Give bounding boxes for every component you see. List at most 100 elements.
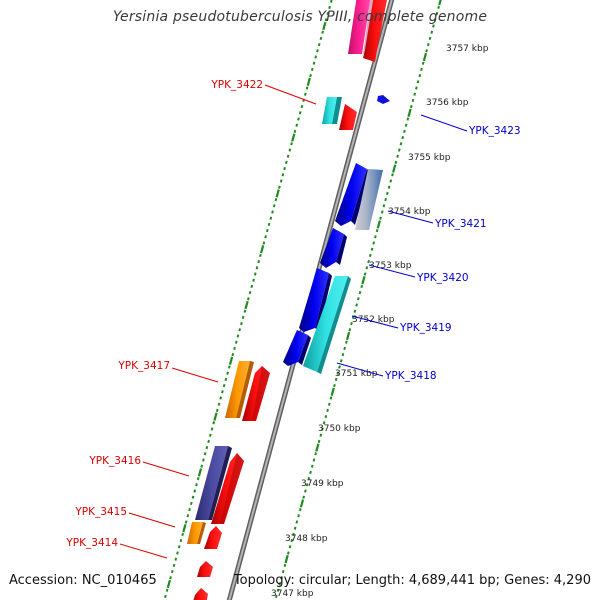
gene-feature[interactable] xyxy=(355,169,383,230)
minor-tick xyxy=(207,439,210,444)
minor-tick xyxy=(172,563,176,568)
accession-text: Accession: NC_010465 xyxy=(9,573,157,588)
minor-tick xyxy=(262,241,266,245)
kbp-label: 3747 kbp xyxy=(271,589,314,599)
minor-tick xyxy=(312,458,316,462)
minor-tick xyxy=(421,61,425,65)
minor-tick xyxy=(386,191,389,196)
minor-tick xyxy=(435,11,439,16)
major-tick xyxy=(197,468,203,477)
gene-label-forward[interactable]: YPK_3417 xyxy=(117,360,170,372)
minor-tick xyxy=(322,421,326,425)
minor-tick xyxy=(255,266,259,270)
minor-tick xyxy=(298,507,302,512)
minor-tick xyxy=(221,390,224,394)
minor-tick xyxy=(409,104,413,109)
forward-strand-genes xyxy=(187,0,388,600)
reverse-strand-genes xyxy=(283,95,390,374)
gene-feature-ypk-3417[interactable] xyxy=(225,361,254,418)
gene-feature-ypk-3420[interactable] xyxy=(320,228,347,268)
gene-label-reverse[interactable]: YPK_3418 xyxy=(384,370,437,382)
gene-feature[interactable] xyxy=(211,453,244,524)
gene-feature[interactable] xyxy=(283,330,311,366)
minor-tick xyxy=(208,433,212,437)
major-tick xyxy=(422,52,428,62)
gene-feature-ypk-3419[interactable] xyxy=(299,268,332,332)
minor-tick xyxy=(290,142,293,146)
gene-feature[interactable] xyxy=(242,366,270,421)
minor-tick xyxy=(384,197,387,202)
minor-tick xyxy=(267,222,271,227)
gene-label-reverse[interactable]: YPK_3419 xyxy=(399,322,452,334)
minor-tick xyxy=(316,49,319,53)
minor-tick xyxy=(415,86,418,90)
minor-tick xyxy=(356,297,360,301)
kbp-label: 3749 kbp xyxy=(301,479,344,489)
map-title: Yersinia pseudotuberculosis YPIII, compl… xyxy=(112,9,488,25)
minor-tick xyxy=(343,346,347,351)
gene-label-reverse[interactable]: YPK_3420 xyxy=(416,272,469,284)
gene-feature[interactable] xyxy=(339,104,357,130)
minor-tick xyxy=(314,55,318,59)
gene-label-reverse[interactable]: YPK_3421 xyxy=(434,218,487,230)
gene-label-forward[interactable]: YPK_3416 xyxy=(88,455,141,467)
minor-tick xyxy=(274,197,278,202)
gene-feature-ypk-3414[interactable] xyxy=(197,561,213,577)
minor-tick xyxy=(269,216,273,220)
minor-tick xyxy=(215,408,219,413)
minor-tick xyxy=(252,278,255,282)
minor-tick xyxy=(179,538,183,543)
major-tick xyxy=(330,387,335,396)
major-tick xyxy=(228,356,234,365)
major-tick xyxy=(260,245,265,254)
minor-tick xyxy=(174,557,178,561)
minor-tick xyxy=(333,383,336,388)
gene-feature[interactable] xyxy=(204,526,222,549)
gene-feature-ypk-3422[interactable] xyxy=(322,97,342,124)
major-tick xyxy=(407,108,412,117)
kbp-label: 3755 kbp xyxy=(408,153,451,163)
major-tick xyxy=(291,133,296,142)
gene-feature-ypk-3423[interactable] xyxy=(377,95,390,104)
minor-tick xyxy=(234,340,238,344)
minor-tick xyxy=(257,259,261,264)
minor-tick xyxy=(314,452,317,456)
gene-label-forward[interactable]: YPK_3415 xyxy=(74,506,127,518)
minor-tick xyxy=(283,166,286,171)
gene-feature-ypk-3415[interactable] xyxy=(187,522,206,544)
major-tick xyxy=(275,189,280,198)
minor-tick xyxy=(437,5,440,10)
minor-tick xyxy=(248,290,252,295)
gene-feature[interactable] xyxy=(192,588,208,600)
gene-label-forward[interactable]: YPK_3422 xyxy=(210,79,263,91)
minor-tick xyxy=(327,402,331,406)
minor-tick xyxy=(259,253,262,258)
gene-feature-ypk-3416[interactable] xyxy=(195,446,232,520)
minor-tick xyxy=(276,588,280,592)
minor-tick xyxy=(403,129,406,134)
gene-feature-ypk-3418[interactable] xyxy=(303,276,351,374)
gene-label-forward[interactable]: YPK_3414 xyxy=(65,537,118,549)
minor-tick xyxy=(425,49,428,53)
minor-tick xyxy=(389,179,393,183)
gene-feature[interactable] xyxy=(363,0,388,62)
minor-tick xyxy=(363,272,367,276)
minor-tick xyxy=(348,328,352,332)
minor-tick xyxy=(312,61,316,65)
major-tick xyxy=(284,555,289,564)
minor-tick xyxy=(293,526,297,530)
minor-tick xyxy=(278,582,282,586)
minor-tick xyxy=(227,365,231,369)
minor-tick xyxy=(283,563,287,568)
minor-tick xyxy=(243,309,247,313)
major-tick xyxy=(438,0,442,6)
minor-tick xyxy=(324,414,328,419)
minor-tick xyxy=(222,383,226,388)
kbp-label-group: 3757 kbp 3756 kbp 3755 kbp 3754 kbp 3753… xyxy=(271,44,489,599)
gene-label-reverse[interactable]: YPK_3423 xyxy=(468,125,521,137)
minor-tick xyxy=(307,476,311,481)
minor-tick xyxy=(404,123,408,127)
minor-tick xyxy=(281,173,285,177)
minor-tick xyxy=(428,36,432,41)
